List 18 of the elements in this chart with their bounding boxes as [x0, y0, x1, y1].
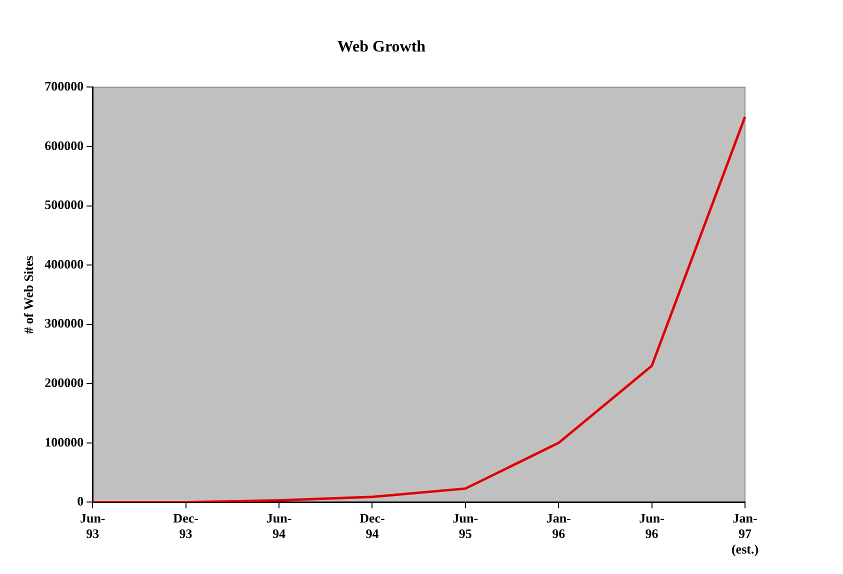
chart-title: Web Growth — [337, 38, 426, 56]
y-tick-label: 400000 — [44, 256, 84, 272]
y-tick-label: 700000 — [44, 78, 84, 94]
x-tick-label: Jun-93 — [80, 510, 106, 541]
y-tick-label: 300000 — [44, 316, 84, 331]
x-tick-label: Jan-97 (est.) — [731, 510, 759, 557]
y-tick-label: 0 — [77, 494, 84, 509]
y-tick-label: 200000 — [44, 374, 84, 390]
x-tick-label: Jun-94 — [266, 510, 292, 541]
x-tick-label: Dec-93 — [173, 510, 198, 541]
x-tick-label: Dec-94 — [360, 510, 385, 541]
y-axis-title: # of Web Sites — [21, 256, 36, 334]
x-tick-label: Jan-96 — [546, 510, 571, 541]
x-tick-label: Jun-95 — [452, 510, 478, 541]
y-tick-label: 500000 — [44, 197, 84, 212]
x-tick-label: Jun-96 — [639, 510, 664, 541]
y-tick-label: 100000 — [44, 434, 84, 450]
y-tick-label: 600000 — [44, 138, 84, 153]
